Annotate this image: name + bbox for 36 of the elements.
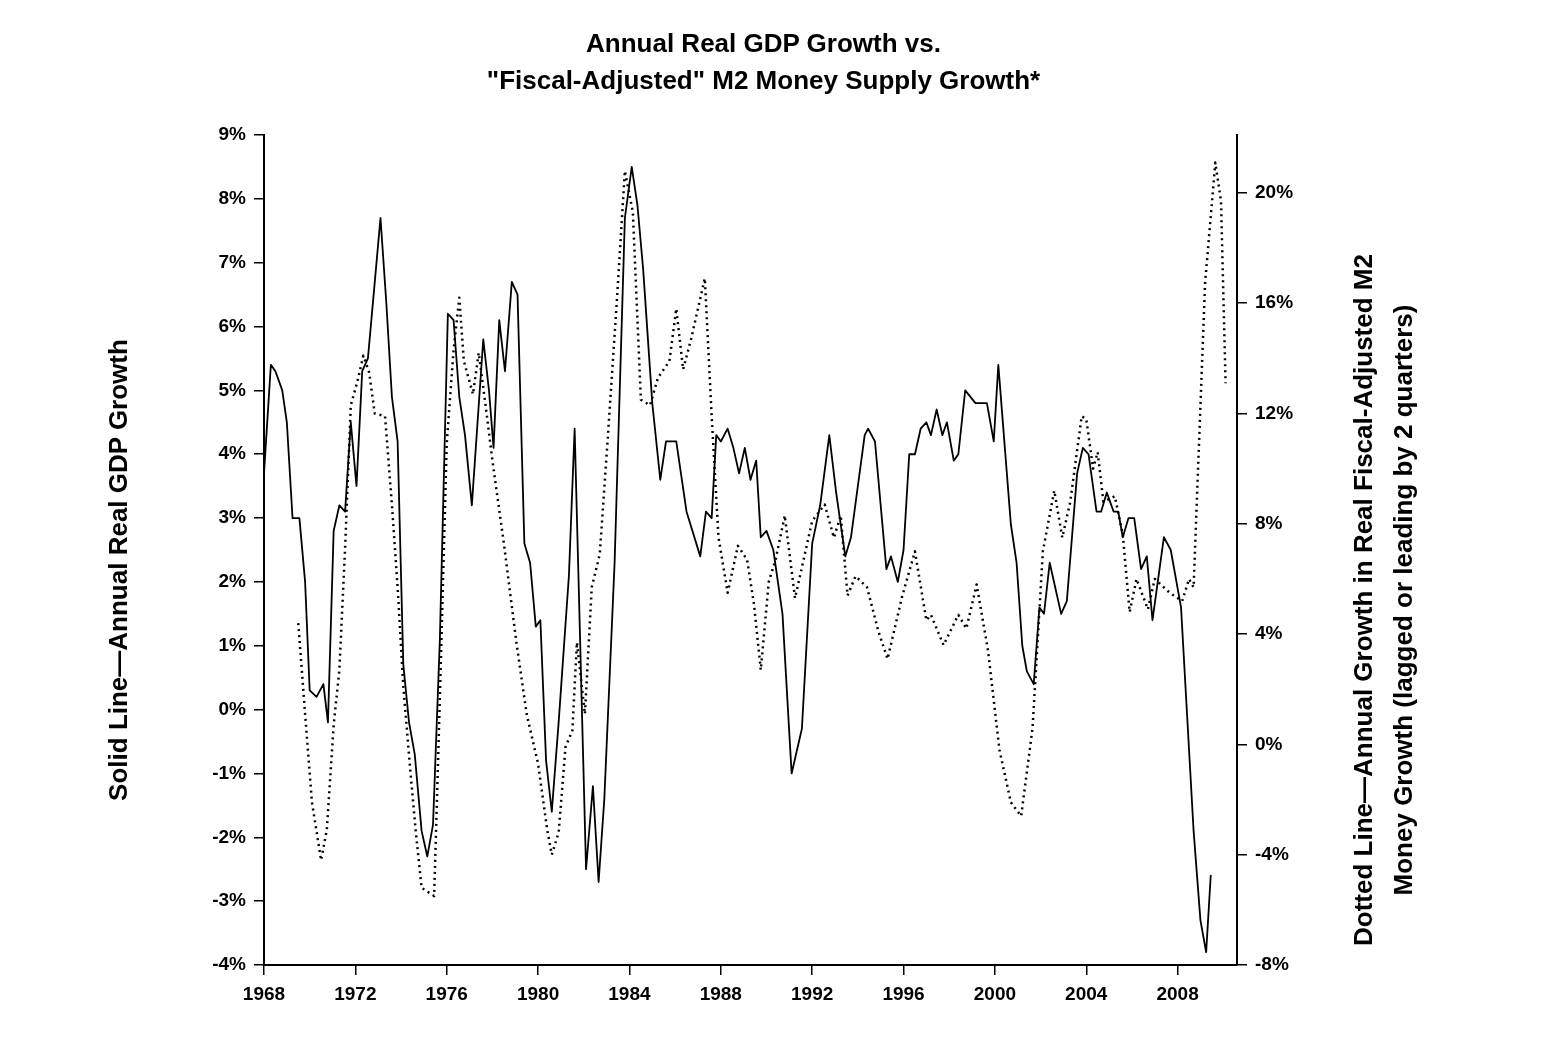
x-tick-label: 1984 xyxy=(608,982,652,1004)
y2-tick-label: 4% xyxy=(1255,622,1283,644)
y-tick-label: -1% xyxy=(212,761,247,783)
y-tick-label: 8% xyxy=(218,187,247,209)
y-tick-label: 6% xyxy=(218,314,247,336)
x-tick-label: 1992 xyxy=(791,982,834,1004)
y2-tick-label: -4% xyxy=(1255,842,1289,864)
y2-tick-label: 12% xyxy=(1255,401,1294,423)
y-tick-label: 1% xyxy=(218,634,247,655)
x-tick-label: 2008 xyxy=(1156,982,1199,1004)
x-tick-label: 1968 xyxy=(242,982,286,1004)
x-tick-label: 2000 xyxy=(973,982,1017,1004)
y-tick-label: 4% xyxy=(218,442,247,464)
x-tick-label: 1972 xyxy=(334,982,377,1004)
y2-tick-label: 0% xyxy=(1255,732,1283,754)
x-tick-label: 1980 xyxy=(516,982,560,1004)
x-tick-label: 1988 xyxy=(699,982,742,1004)
y-tick-label: -3% xyxy=(212,889,247,911)
chart-title: Annual Real GDP Growth vs. "Fiscal-Adjusted" M2 Money Supply Growth* xyxy=(486,28,1042,96)
y2-tick-label: 20% xyxy=(1255,181,1294,203)
x-tick-label: 1996 xyxy=(882,982,925,1004)
y2-tick-label: 8% xyxy=(1255,512,1283,534)
x-tick-label: 2004 xyxy=(1065,982,1108,1004)
y-tick-label: -4% xyxy=(212,953,247,975)
y-tick-label: 7% xyxy=(218,250,247,272)
y-tick-label: -2% xyxy=(212,825,247,847)
y2-tick-label: -8% xyxy=(1255,953,1289,975)
y-axis-title: Solid Line—Annual Real GDP Growth xyxy=(103,339,134,801)
y-tick-label: 2% xyxy=(218,570,247,592)
y2-axis-title: Dotted Line—Annual Growth in Real Fiscal-Adjusted M2 Money Growth (lagged or leading by 2 quarters) xyxy=(1348,254,1419,946)
y-tick-label: 5% xyxy=(218,378,247,400)
y2-tick-label: 16% xyxy=(1255,291,1294,313)
y-tick-label: 3% xyxy=(218,506,247,528)
y-tick-label: 0% xyxy=(218,697,247,719)
x-tick-label: 1976 xyxy=(425,982,468,1004)
y-tick-label: 9% xyxy=(218,123,247,145)
